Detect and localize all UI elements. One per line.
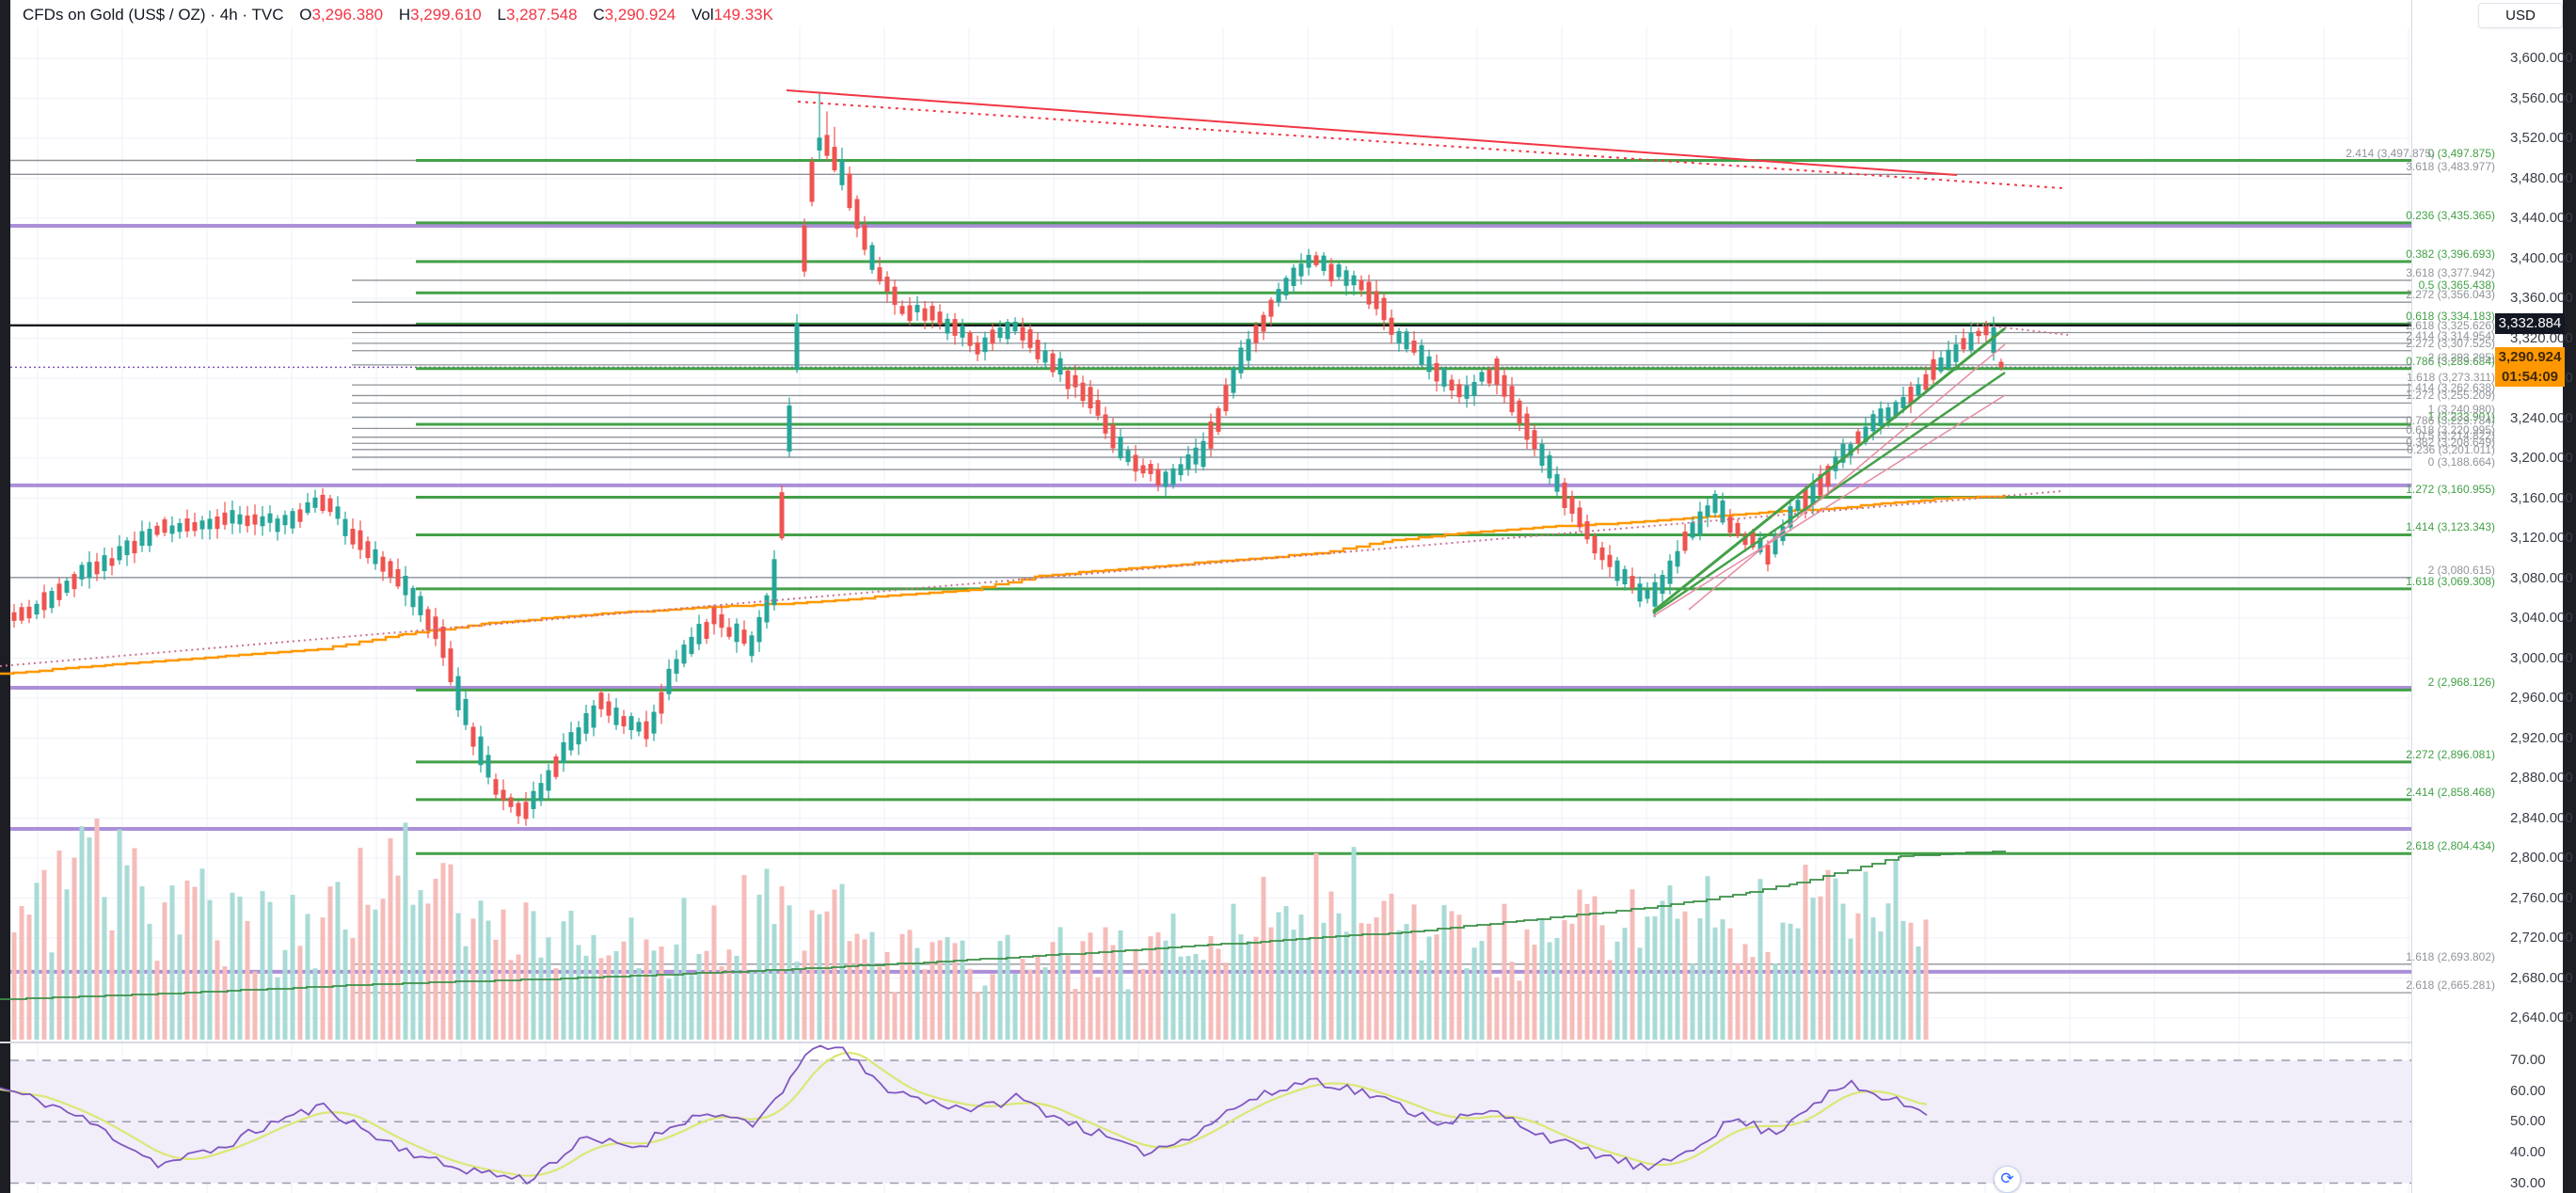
low-label: L [497, 6, 506, 24]
currency-toggle-button[interactable]: USD [2478, 3, 2563, 28]
fib-level-label: 1.414 (3,123.343) [2406, 520, 2495, 534]
price-tick: 3,080.000 [2510, 569, 2573, 586]
price-tick: 2,880.000 [2510, 770, 2573, 786]
price-tick: 2,720.000 [2510, 930, 2573, 946]
fib-level-label: 0.382 (3,396.693) [2406, 247, 2495, 261]
fib-lines-layer [10, 159, 2493, 994]
open-value: 3,296.380 [311, 6, 384, 24]
fib-level-label: 2 (3,080.615) [2427, 563, 2495, 577]
volume-value: 149.33K [713, 6, 773, 24]
fib-level-label: 3.618 (3,377.942) [2406, 265, 2495, 279]
price-tick: 2,800.000 [2510, 850, 2573, 866]
fib-level-label: 1.272 (3,255.209) [2406, 389, 2495, 403]
price-tick: 3,160.000 [2510, 489, 2573, 506]
fib-level-label: 1.414 (3,262.638) [2406, 381, 2495, 395]
price-tick: 3,600.000 [2510, 50, 2573, 66]
high-label: H [398, 6, 411, 24]
rsi-tick: 40.00 [2510, 1143, 2546, 1160]
volume-bars-layer [11, 819, 1929, 1040]
close-label: C [593, 6, 605, 24]
low-value: 3,287.548 [505, 6, 578, 24]
trailing-stop-line [0, 494, 2006, 676]
price-tick: 2,960.000 [2510, 690, 2573, 706]
fib-level-label: 1.618 (3,069.308) [2406, 574, 2495, 588]
price-tick: 3,560.000 [2510, 89, 2573, 106]
price-tick: 2,760.000 [2510, 889, 2573, 906]
volume-label: Vol [691, 6, 714, 24]
price-tick: 3,240.000 [2510, 409, 2573, 426]
last-price-countdown-label[interactable]: 3,290.924 01:54:09 [2495, 347, 2565, 387]
price-tick: 2,840.000 [2510, 809, 2573, 826]
price-tick: 3,440.000 [2510, 210, 2573, 226]
fib-level-label: 2.618 (3,325.626) [2406, 318, 2495, 332]
fib-level-label: 3.618 (3,483.977) [2406, 160, 2495, 174]
price-tick: 3,120.000 [2510, 530, 2573, 546]
price-tick: 2,640.000 [2510, 1010, 2573, 1026]
fib-level-label: 2.618 (2,804.434) [2406, 839, 2495, 853]
countdown-value: 01:54:09 [2501, 369, 2559, 385]
high-value: 3,299.610 [410, 6, 482, 24]
rsi-tick: 50.00 [2510, 1113, 2546, 1130]
interval-label[interactable]: 4h [219, 6, 238, 24]
price-tick: 2,920.000 [2510, 729, 2573, 746]
trendlines-layer [0, 89, 2069, 667]
symbol-legend[interactable]: CFDs on Gold (US$ / OZ) · 4h · TVC O3,29… [23, 6, 773, 24]
price-tick: 3,480.000 [2510, 169, 2573, 186]
rsi-band-layer [10, 1059, 2411, 1185]
rsi-tick: 70.00 [2510, 1052, 2546, 1068]
right-edge-strip [2562, 0, 2576, 1193]
open-label: O [299, 6, 312, 24]
fib-level-label: 0.236 (3,201.011) [2407, 442, 2495, 456]
fib-level-label: 0.618 (3,220.995) [2406, 422, 2495, 437]
fib-level-label: 2.414 (3,314.954) [2406, 328, 2495, 342]
close-value: 3,290.924 [604, 6, 676, 24]
fib-level-label: 2.272 (2,896.081) [2406, 747, 2495, 761]
price-scale[interactable]: 3,600.000 3,560.000 3,520.000 3,480.000 3,44… [2411, 0, 2573, 1193]
fib-level-label: 2 (2,968.126) [2427, 676, 2495, 690]
fib-level-label: 0 (3,188.664) [2427, 455, 2495, 469]
fib-level-label: 1.618 (2,693.802) [2406, 949, 2495, 963]
volume-ma-line [0, 851, 2006, 1000]
fib-level-label: 2 (3,293.295) [2427, 350, 2495, 364]
fib-level-label: 1.272 (3,160.955) [2406, 483, 2495, 497]
price-tick: 3,360.000 [2510, 290, 2573, 306]
candles-layer [11, 92, 2004, 826]
fib-level-label: 1 (3,233.901) [2427, 409, 2495, 423]
fib-level-label: 1 (3,240.980) [2427, 403, 2495, 417]
price-tick: 3,200.000 [2510, 450, 2573, 466]
exchange-label: TVC [251, 6, 284, 24]
fib-level-label: 0.236 (3,435.365) [2406, 208, 2495, 222]
fib-level-label: 2.414 (2,858.468) [2406, 785, 2495, 799]
refresh-icon[interactable]: ⟳ [1994, 1166, 2021, 1193]
fib-level-label: 0 (3,497.875) [2427, 146, 2495, 160]
rsi-lines-layer [0, 1044, 1928, 1185]
last-price-value: 3,290.924 [2498, 349, 2562, 365]
price-tick: 3,520.000 [2510, 130, 2573, 146]
fib-level-label: 0.618 (3,334.183) [2406, 310, 2495, 324]
rsi-tick: 30.00 [2510, 1174, 2546, 1191]
fib-level-label: 0.5 (3,365.438) [2418, 278, 2495, 293]
fib-level-label: 1.618 (3,273.311) [2407, 371, 2495, 385]
price-tick: 3,000.000 [2510, 649, 2573, 666]
price-tick: 3,040.000 [2510, 610, 2573, 626]
price-tick: 3,400.000 [2510, 249, 2573, 266]
fib-level-label: 2.618 (2,665.281) [2406, 978, 2495, 993]
fib-level-label: 2.272 (3,307.525) [2406, 336, 2495, 350]
left-edge-strip [0, 0, 10, 1193]
fib-level-label: 0.786 (3,289.684) [2406, 354, 2495, 368]
fib-level-label: 0.5 (3,214.822) [2418, 429, 2495, 443]
rsi-tick: 60.00 [2510, 1082, 2546, 1099]
alert-price-label[interactable]: 3,332.884 [2495, 313, 2565, 334]
price-tick: 2,680.000 [2510, 969, 2573, 986]
fib-level-label: 2.272 (3,356.043) [2406, 288, 2495, 302]
fib-level-label: 2.414 (3,497.875) [2345, 146, 2435, 160]
symbol-title[interactable]: CFDs on Gold (US$ / OZ) [23, 6, 206, 24]
fib-level-label: 0.786 (3,229.784) [2406, 414, 2495, 428]
fib-level-label: 0.382 (3,208.649) [2406, 435, 2495, 449]
